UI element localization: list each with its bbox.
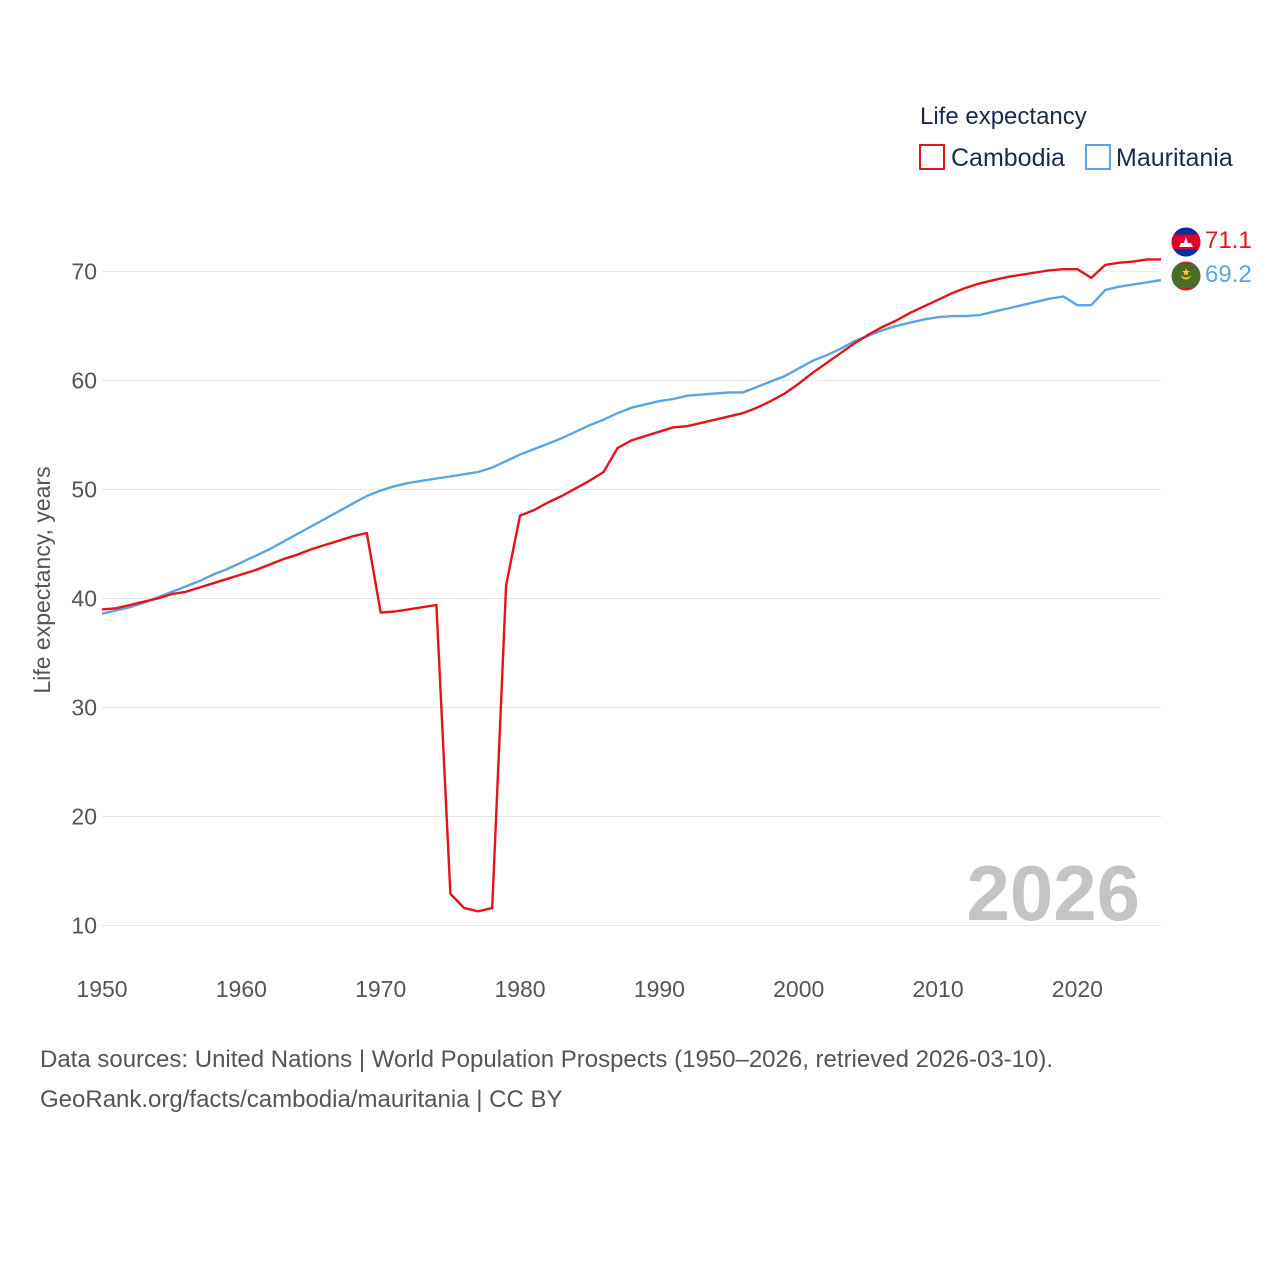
series-line-cambodia[interactable] bbox=[101, 258, 1161, 913]
source-line-url[interactable]: GeoRank.org/facts/cambodia/mauritania | … bbox=[40, 1086, 563, 1113]
legend-swatch-mauritania bbox=[1085, 144, 1111, 170]
legend-entry-mauritania[interactable]: Mauritania bbox=[1085, 144, 1233, 172]
y-tick-label: 60 bbox=[71, 367, 97, 393]
x-tick-label: 2000 bbox=[773, 976, 824, 1002]
source-line-data: Data sources: United Nations | World Pop… bbox=[40, 1046, 1054, 1073]
x-axis-ticks: 1950 1960 1970 1980 1990 2000 2010 2020 bbox=[76, 976, 1103, 1002]
end-value-label-cambodia: 71.1 bbox=[1205, 227, 1252, 254]
legend-label-cambodia: Cambodia bbox=[951, 144, 1065, 172]
legend-swatch-cambodia bbox=[919, 144, 945, 170]
series-line-mauritania[interactable] bbox=[101, 278, 1162, 615]
year-watermark: 2026 bbox=[966, 849, 1140, 937]
x-tick-label: 1950 bbox=[76, 976, 127, 1002]
source-credits: Data sources: United Nations | World Pop… bbox=[40, 1040, 1053, 1120]
x-tick-label: 2020 bbox=[1052, 976, 1103, 1002]
end-value-label-mauritania: 69.2 bbox=[1205, 261, 1252, 288]
y-tick-label: 30 bbox=[71, 694, 97, 720]
y-tick-label: 10 bbox=[71, 912, 97, 938]
y-axis-ticks: 10 20 30 40 50 60 70 bbox=[71, 258, 97, 938]
y-tick-label: 40 bbox=[71, 585, 97, 611]
x-tick-label: 1960 bbox=[216, 976, 267, 1002]
grid-lines bbox=[102, 270, 1161, 926]
legend-title: Life expectancy bbox=[920, 103, 1087, 130]
legend-entry-cambodia[interactable]: Cambodia bbox=[919, 144, 1065, 172]
legend-label-mauritania: Mauritania bbox=[1116, 144, 1233, 172]
y-tick-label: 70 bbox=[71, 258, 97, 284]
mauritania-flag-icon bbox=[1170, 260, 1202, 292]
x-tick-label: 1970 bbox=[355, 976, 406, 1002]
x-tick-label: 2010 bbox=[912, 976, 963, 1002]
y-axis-title: Life expectancy, years bbox=[29, 466, 55, 693]
x-tick-label: 1990 bbox=[634, 976, 685, 1002]
cambodia-flag-icon bbox=[1170, 226, 1202, 258]
x-tick-label: 1980 bbox=[494, 976, 545, 1002]
y-tick-label: 50 bbox=[71, 476, 97, 502]
y-tick-label: 20 bbox=[71, 803, 97, 829]
life-expectancy-chart: Life expectancy Cambodia Mauritania 10 20… bbox=[29, 103, 1252, 1002]
